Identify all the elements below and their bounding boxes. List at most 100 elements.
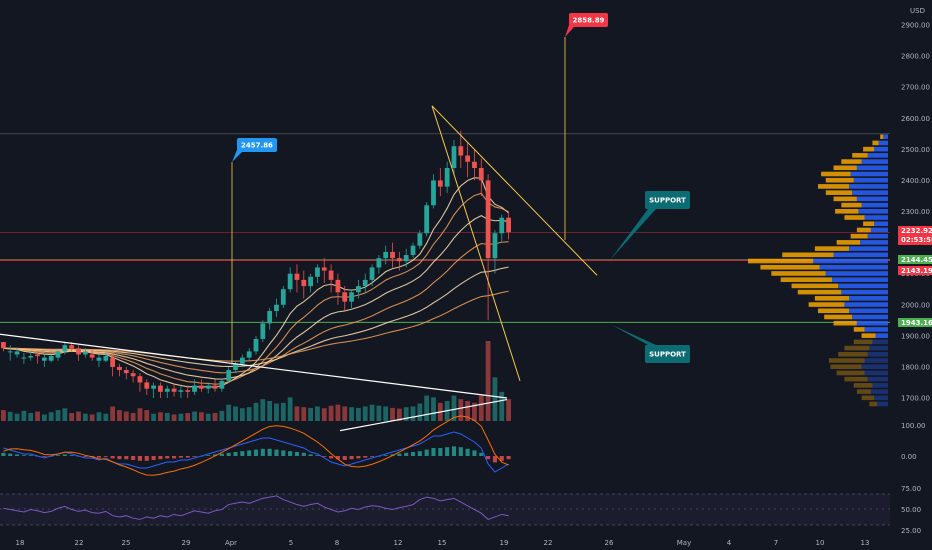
profile-bar-down bbox=[835, 209, 859, 214]
profile-bar-up bbox=[849, 246, 888, 251]
profile-bar-down bbox=[853, 327, 865, 332]
rsi-axis-label: 50.00 bbox=[901, 506, 921, 514]
macd-histogram-bar bbox=[458, 447, 463, 456]
drawings-overlay: 2457.86 2858.89 SUPPORT SUPPORT bbox=[0, 13, 690, 432]
profile-bar-up bbox=[849, 308, 888, 314]
volume-bar bbox=[233, 406, 238, 421]
profile-bar-up bbox=[825, 271, 888, 276]
volume-bar bbox=[123, 411, 129, 421]
candle-body bbox=[417, 233, 423, 246]
volume-bar bbox=[1, 410, 6, 421]
macd-histogram-bar bbox=[137, 456, 142, 461]
profile-bar-up bbox=[832, 277, 888, 282]
x-tick-label: 26 bbox=[605, 539, 614, 547]
volume-bar bbox=[253, 402, 259, 421]
volume-bar bbox=[465, 401, 471, 421]
x-tick-label: 19 bbox=[500, 539, 509, 547]
candle-body bbox=[287, 273, 293, 290]
ema-ribbon-line bbox=[3, 290, 509, 362]
candle-body bbox=[253, 338, 259, 352]
macd-histogram-bar bbox=[117, 456, 122, 460]
profile-bar-down bbox=[861, 333, 876, 338]
time-axis[interactable]: 18 22 25 29 Apr 5 8 12 15 19 22 26 May 4 7 10 13 bbox=[16, 539, 870, 547]
y-tick-label: 2700.00 bbox=[901, 84, 930, 92]
candle-body bbox=[110, 357, 116, 367]
candle-body bbox=[82, 351, 88, 355]
profile-bar-down bbox=[872, 140, 879, 146]
candle-body bbox=[369, 267, 375, 280]
profile-bar-up bbox=[877, 401, 888, 407]
volume-bar bbox=[403, 407, 409, 421]
rsi-line bbox=[3, 495, 509, 520]
candle-body bbox=[130, 373, 136, 377]
volume-bar bbox=[499, 391, 505, 421]
candle-body bbox=[376, 258, 382, 268]
support-label-lower: SUPPORT bbox=[612, 325, 690, 363]
profile-bar-down bbox=[833, 320, 857, 326]
profile-bar-down bbox=[760, 264, 820, 270]
volume-bar bbox=[294, 406, 300, 421]
volume-bar bbox=[417, 403, 423, 421]
y-tick-label: 1700.00 bbox=[901, 395, 930, 403]
profile-bar-up bbox=[849, 184, 888, 189]
price-axis[interactable]: USD 2900.00 2800.00 2700.00 2600.00 2500.00 2… bbox=[898, 7, 932, 535]
macd-histogram-bar bbox=[472, 450, 477, 456]
candle-body bbox=[41, 357, 47, 361]
volume-bar bbox=[185, 413, 191, 421]
macd-histogram-bar bbox=[103, 456, 108, 457]
volume-bar bbox=[492, 377, 498, 421]
volume-bar bbox=[171, 414, 177, 421]
x-tick-label: 29 bbox=[182, 539, 191, 547]
volume-bar bbox=[301, 407, 307, 421]
profile-bar-up bbox=[874, 221, 888, 227]
profile-bar-up bbox=[841, 289, 888, 295]
candle-body bbox=[1, 342, 6, 349]
profile-bar-up bbox=[852, 190, 888, 195]
profile-bar-down bbox=[833, 165, 857, 171]
volume-bar bbox=[212, 413, 218, 421]
macd-pane bbox=[1, 415, 511, 476]
candle-body bbox=[410, 245, 416, 256]
volume-bar bbox=[137, 408, 143, 421]
candle-body bbox=[321, 267, 327, 271]
profile-bar-down bbox=[853, 383, 873, 388]
volume-bar bbox=[89, 414, 95, 421]
macd-histogram-bar bbox=[301, 452, 306, 456]
macd-histogram-bar bbox=[308, 454, 313, 456]
profile-bar-down bbox=[818, 184, 850, 189]
volume-bar bbox=[239, 408, 245, 421]
current-price-badge-text: 2232.92 bbox=[901, 227, 932, 235]
candle-body bbox=[144, 382, 150, 389]
support-label-lower-box bbox=[645, 345, 690, 363]
volume-bar bbox=[69, 413, 75, 421]
x-tick-label: 5 bbox=[289, 539, 293, 547]
x-tick-label: May bbox=[677, 539, 691, 547]
volume-bar bbox=[369, 404, 375, 421]
volume-bar bbox=[28, 413, 34, 421]
candle-body bbox=[458, 146, 464, 156]
profile-bar-up bbox=[869, 345, 888, 351]
candle-body bbox=[123, 370, 129, 374]
volume-bar bbox=[198, 412, 204, 421]
candle-body bbox=[485, 180, 491, 259]
macd-histogram-bar bbox=[253, 449, 259, 456]
candle-body bbox=[315, 267, 320, 277]
volume-bar bbox=[96, 412, 102, 421]
macd-histogram-bar bbox=[178, 456, 183, 458]
volume-bar bbox=[226, 404, 232, 421]
macd-histogram-bar bbox=[83, 456, 88, 457]
profile-bar-up bbox=[849, 296, 888, 301]
profile-bar-up bbox=[838, 283, 888, 289]
x-tick-label: 4 bbox=[727, 539, 732, 547]
macd-histogram-bar bbox=[212, 454, 218, 456]
x-tick-label: 12 bbox=[394, 539, 403, 547]
candle-body bbox=[158, 385, 163, 392]
candle-body bbox=[233, 363, 238, 371]
profile-bar-down bbox=[821, 171, 851, 177]
macd-histogram-bar bbox=[492, 456, 497, 463]
current-price-badge-bg bbox=[898, 226, 932, 245]
candle-body bbox=[219, 380, 225, 389]
profile-bar-down bbox=[771, 271, 826, 276]
candle-body bbox=[308, 276, 314, 287]
